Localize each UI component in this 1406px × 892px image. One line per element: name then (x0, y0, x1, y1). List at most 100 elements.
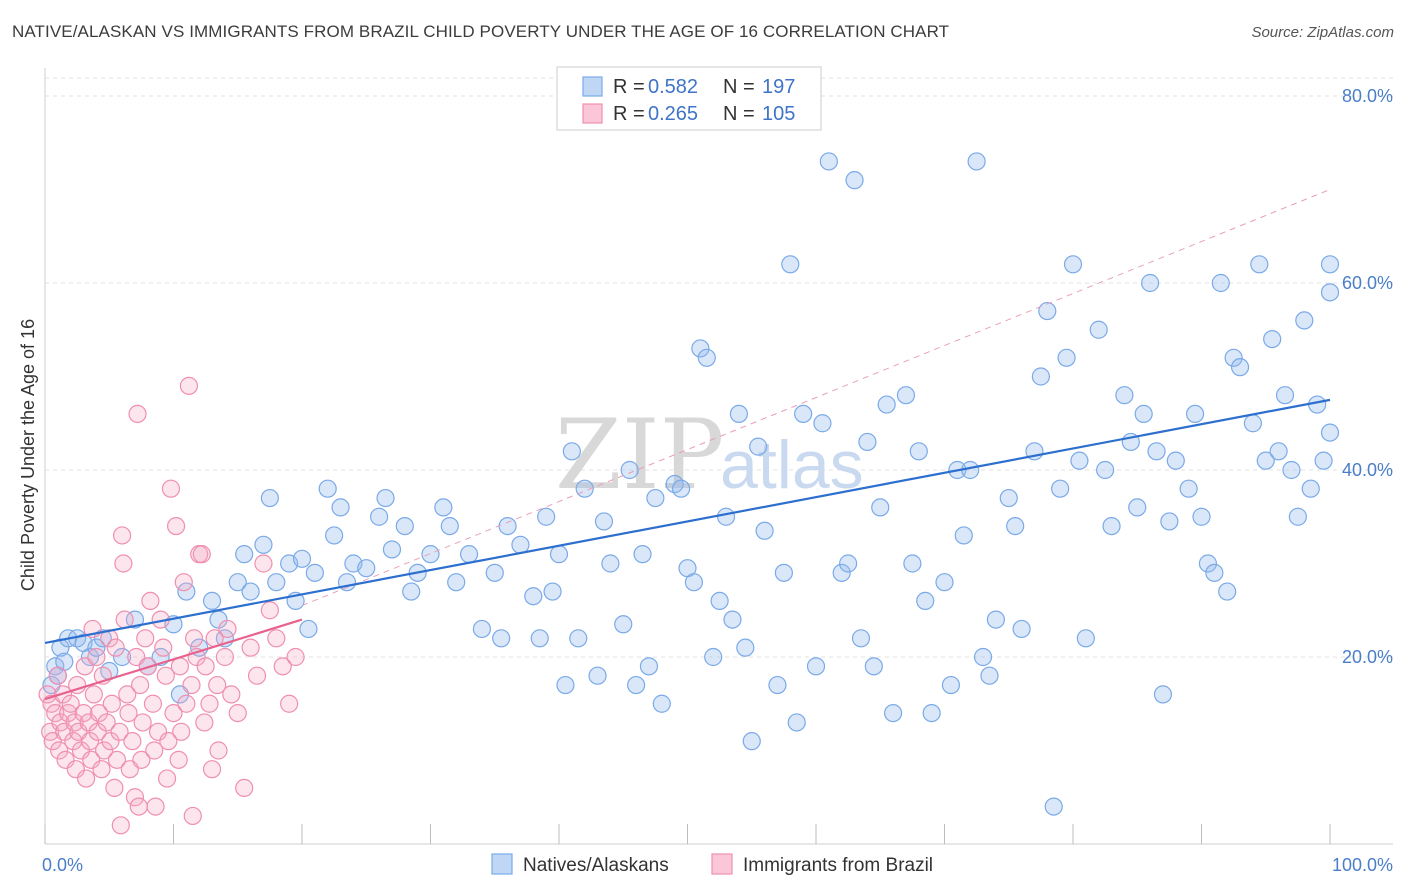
legend-n-label-blue: N = (723, 76, 755, 98)
brazil-point (130, 675, 150, 695)
natives-point (87, 638, 106, 657)
natives-point (1320, 255, 1340, 274)
brazil-point (97, 713, 116, 732)
natives-point (916, 591, 935, 611)
natives-point (851, 629, 871, 648)
natives-point (1031, 367, 1050, 386)
brazil-point (82, 750, 101, 769)
y-axis-label: Child Poverty Under the Age of 16 (18, 319, 38, 591)
brazil-point (218, 619, 237, 639)
natives-point (1160, 512, 1179, 531)
brazil-point (50, 741, 69, 760)
brazil-point (145, 741, 164, 760)
brazil-point (119, 703, 138, 723)
bottom-legend-swatch-pink (711, 853, 733, 875)
brazil-point (208, 675, 227, 695)
natives-point (806, 657, 826, 676)
natives-point (112, 647, 132, 667)
natives-point (986, 610, 1006, 629)
brazil-point (209, 741, 228, 760)
natives-point (267, 573, 286, 592)
natives-point (1012, 619, 1031, 639)
brazil-point (89, 703, 109, 723)
brazil-point (102, 694, 121, 713)
natives-point (1102, 516, 1121, 536)
natives-point (1256, 451, 1275, 470)
brazil-point (106, 638, 125, 657)
natives-point (305, 563, 324, 582)
natives-point (524, 587, 543, 606)
natives-point (337, 573, 357, 592)
brazil-point (111, 816, 130, 835)
legend-n-value-pink: 105 (762, 103, 795, 125)
natives-point (710, 591, 729, 611)
watermark: ZIP atlas (555, 399, 864, 511)
natives-point (549, 545, 569, 564)
natives-point (691, 339, 710, 358)
natives-point (639, 657, 659, 676)
natives-point (511, 535, 530, 554)
natives-point (922, 703, 941, 723)
natives-point (768, 675, 787, 695)
brazil-points (38, 376, 305, 835)
natives-point (903, 554, 922, 573)
natives-point (633, 545, 652, 564)
natives-point (620, 460, 639, 480)
natives-point (1140, 273, 1160, 293)
natives-point (1211, 273, 1230, 293)
brazil-point (286, 647, 305, 667)
brazil-point (159, 732, 178, 751)
brazil-point (254, 554, 273, 573)
brazil-point (84, 685, 103, 704)
natives-point (1230, 358, 1250, 377)
natives-point (646, 488, 665, 508)
natives-point (1147, 442, 1166, 461)
brazil-point (105, 778, 124, 798)
brazil-point (200, 694, 219, 713)
natives-point (1115, 386, 1134, 405)
natives-point (723, 610, 742, 629)
natives-point (832, 563, 851, 582)
brazil-point (183, 806, 202, 826)
bottom-legend-swatch-blue (491, 853, 513, 875)
natives-point (1218, 582, 1237, 601)
x-tick-label-1: 100.0% (1332, 855, 1393, 875)
natives-point (472, 619, 491, 639)
brazil-point (215, 647, 234, 667)
brazil-point (247, 666, 267, 685)
brazil-point (92, 760, 111, 779)
natives-point (813, 414, 832, 433)
natives-point (774, 563, 793, 582)
brazil-point (157, 769, 177, 788)
natives-point (260, 488, 279, 508)
brazil-point (228, 703, 247, 723)
natives-point (292, 549, 312, 568)
y-tick-label-3: 80.0% (1342, 86, 1393, 106)
natives-point (235, 545, 254, 564)
natives-point (299, 619, 318, 639)
natives-point (125, 610, 145, 629)
natives-point (228, 573, 247, 592)
natives-point (594, 512, 614, 531)
brazil-point (136, 629, 155, 648)
natives-point (1070, 451, 1089, 470)
brazil-point (196, 657, 215, 676)
brazil-point (192, 545, 211, 564)
natives-point (704, 647, 723, 667)
natives-point (537, 507, 556, 526)
natives-point (999, 488, 1018, 508)
natives-point (787, 713, 806, 732)
brazil-point (68, 675, 87, 695)
natives-point (742, 732, 761, 751)
natives-point (1166, 451, 1185, 470)
brazil-point (125, 788, 145, 807)
natives-point (896, 386, 916, 405)
axes (44, 68, 1393, 845)
natives-point (614, 615, 633, 634)
brazil-point (260, 601, 279, 620)
natives-point (1263, 330, 1282, 349)
natives-point (402, 582, 421, 601)
brazil-point (87, 647, 106, 667)
brazil-point (202, 760, 222, 779)
natives-point (331, 498, 350, 517)
